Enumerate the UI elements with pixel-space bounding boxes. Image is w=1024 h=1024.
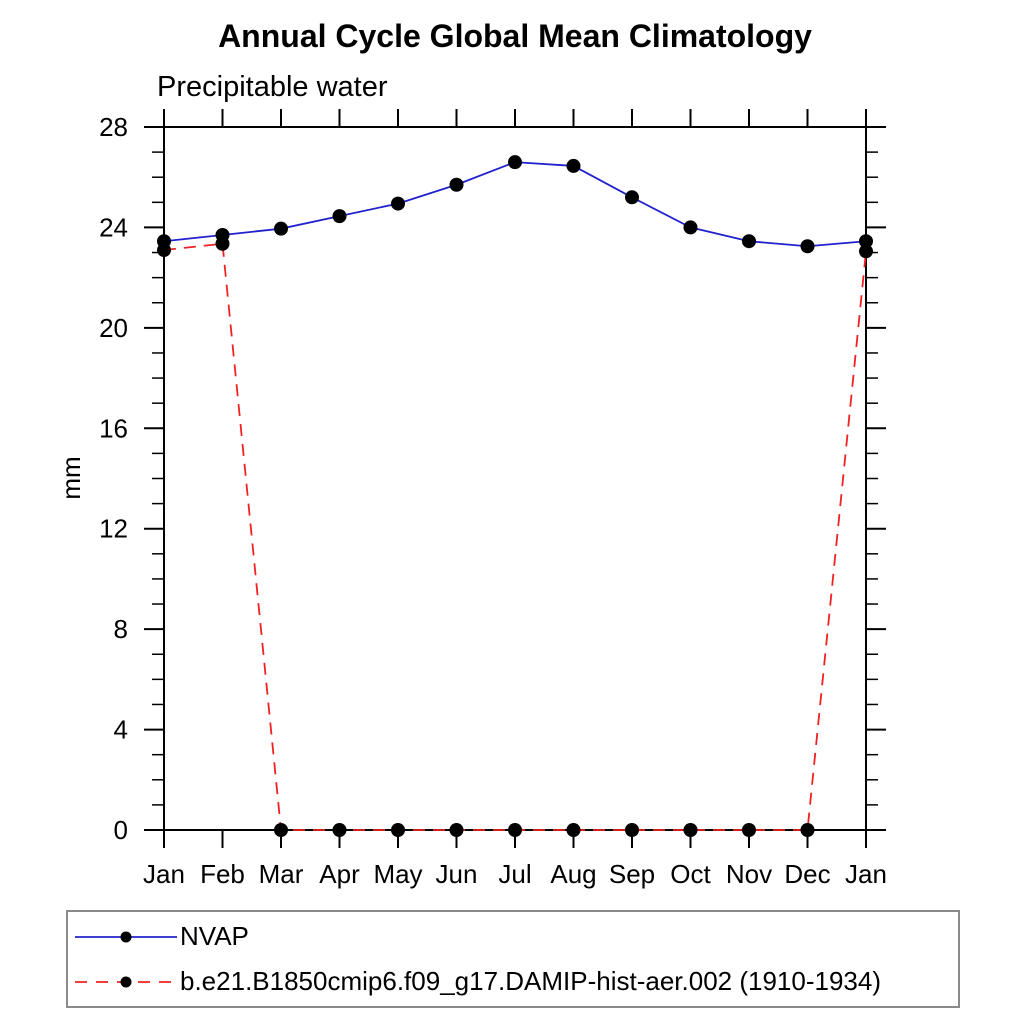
data-point-series-1 (683, 823, 698, 837)
y-tick-label: 4 (114, 715, 128, 745)
legend-label: b.e21.B1850cmip6.f09_g17.DAMIP-hist-aer.… (180, 966, 881, 996)
y-tick-label: 0 (114, 815, 128, 845)
x-tick-label: Jun (436, 859, 478, 889)
legend-sample-line-solid (75, 931, 177, 942)
x-tick-label: May (373, 859, 422, 889)
x-tick-label: Jul (498, 859, 531, 889)
data-point-series-1 (274, 823, 288, 837)
y-tick-label: 12 (99, 514, 128, 544)
y-tick-label: 16 (99, 413, 128, 443)
data-point-series-1 (449, 823, 464, 837)
data-point-series-0 (332, 209, 347, 224)
x-tick-label: Jan (845, 859, 887, 889)
data-point-series-1 (566, 823, 581, 837)
data-point-series-1 (215, 236, 230, 251)
legend-item-nvap: NVAP (68, 916, 958, 958)
legend-item-model: b.e21.B1850cmip6.f09_g17.DAMIP-hist-aer.… (68, 961, 958, 1003)
x-tick-label: Sep (609, 859, 655, 889)
data-point-series-0 (800, 239, 815, 254)
y-tick-label: 24 (99, 212, 128, 242)
legend-box: NVAP b.e21.B1850cmip6.f09_g17.DAMIP-hist… (66, 910, 960, 1008)
data-point-series-1 (508, 823, 522, 837)
series-line-0 (163, 161, 867, 248)
data-point-series-1 (859, 244, 873, 259)
y-tick-label: 8 (114, 614, 128, 644)
data-point-series-1 (625, 823, 639, 837)
series-line-1 (163, 242, 867, 831)
data-point-series-1 (332, 823, 347, 837)
chart-title: Annual Cycle Global Mean Climatology (218, 18, 812, 54)
data-point-series-0 (391, 196, 405, 211)
legend-sample-line-dashed (75, 976, 177, 987)
legend-label: NVAP (180, 921, 249, 951)
data-point-series-0 (508, 155, 522, 170)
x-tick-label: Nov (726, 859, 772, 889)
data-point-series-1 (742, 823, 756, 837)
legend-marker-dot (120, 976, 132, 987)
y-tick-label: 20 (99, 313, 128, 343)
data-point-series-0 (274, 221, 288, 236)
plot-frame (163, 126, 867, 831)
data-point-series-0 (859, 234, 873, 249)
y-tick-label: 28 (99, 112, 128, 142)
data-point-series-1 (391, 823, 405, 837)
data-point-series-0 (449, 177, 464, 192)
x-tick-label: Jan (143, 859, 185, 889)
legend-marker-dot (120, 931, 132, 942)
x-tick-label: Apr (319, 859, 360, 889)
data-point-series-0 (742, 234, 756, 249)
data-point-series-0 (566, 158, 581, 173)
data-point-series-1 (800, 823, 815, 837)
chart-subtitle: Precipitable water (157, 71, 388, 103)
x-tick-label: Oct (670, 859, 711, 889)
data-point-series-0 (683, 220, 698, 235)
data-point-series-1 (157, 243, 171, 258)
data-point-series-0 (625, 190, 639, 205)
x-tick-label: Dec (784, 859, 830, 889)
x-tick-label: Aug (550, 859, 596, 889)
x-tick-label: Feb (200, 859, 245, 889)
x-tick-label: Mar (259, 859, 304, 889)
